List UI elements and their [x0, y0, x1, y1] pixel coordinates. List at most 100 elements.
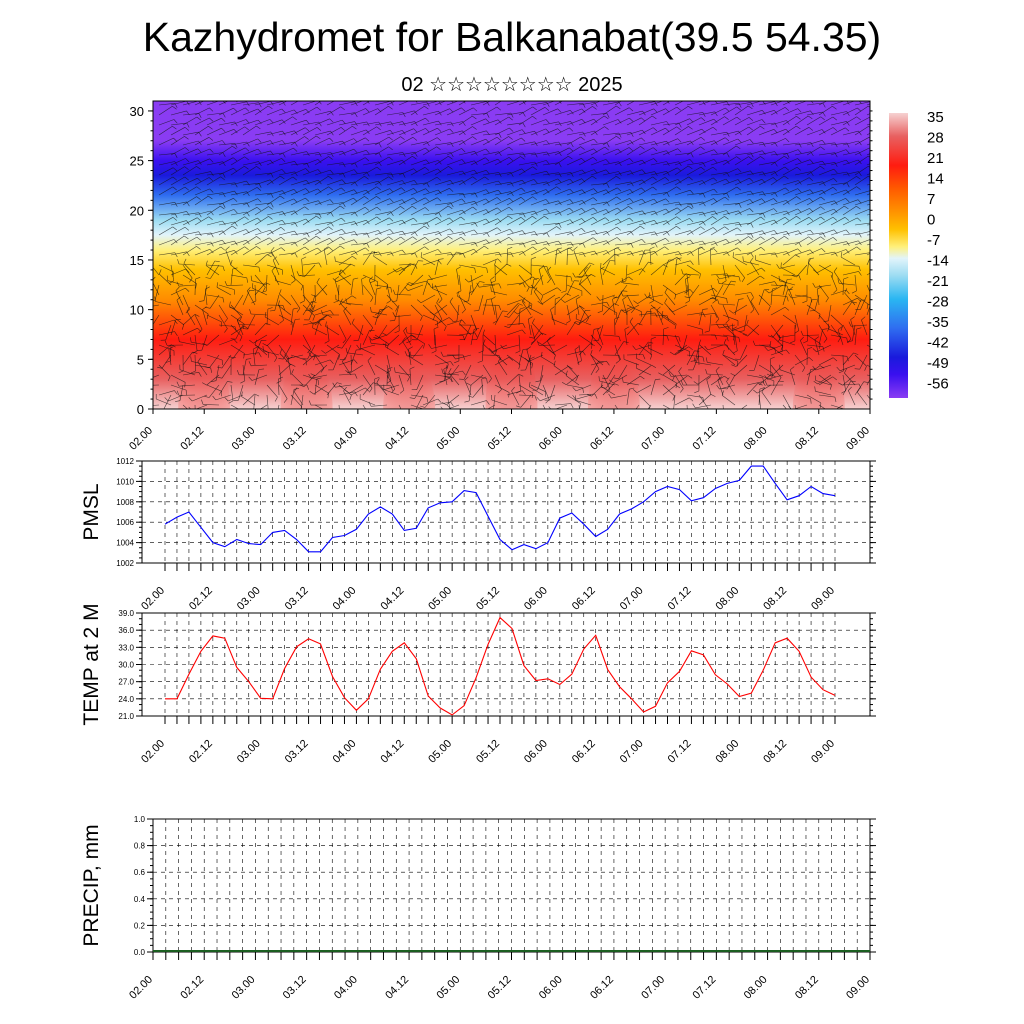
wind-barb	[794, 229, 811, 236]
wind-barb-flag	[448, 236, 453, 240]
wind-barb-flag	[868, 105, 870, 108]
wind-barb	[638, 108, 654, 116]
wind-barb	[818, 404, 826, 409]
wind-barb	[542, 162, 559, 166]
wind-barb	[458, 160, 475, 166]
wind-barb	[817, 374, 832, 385]
wind-barb	[674, 165, 689, 176]
wind-barb-flag	[462, 193, 466, 198]
wind-barb-flag	[690, 152, 694, 158]
wind-barb-flag	[356, 344, 360, 350]
wind-barb-flag	[555, 296, 561, 300]
wind-barb	[158, 390, 175, 396]
wind-barb-flag	[726, 101, 730, 107]
wind-barb	[422, 197, 438, 206]
wind-barb-flag	[387, 373, 389, 379]
wind-barb-flag	[761, 179, 766, 184]
wind-barb	[314, 359, 331, 366]
wind-barb	[242, 207, 258, 216]
wind-barb	[698, 210, 715, 216]
wind-barb	[270, 250, 280, 266]
wind-barb-flag	[409, 366, 415, 370]
wind-barb	[746, 267, 762, 276]
wind-barb	[854, 294, 869, 305]
wind-barb-flag	[153, 300, 156, 302]
wind-barb-flag	[834, 142, 838, 148]
wind-barb-flag	[423, 343, 425, 349]
wind-barb	[866, 173, 870, 176]
wind-barb-flag	[717, 278, 720, 284]
wind-barb	[158, 137, 174, 146]
wind-barb-flag	[202, 382, 207, 386]
wind-barb-flag	[844, 217, 849, 221]
wind-barb-flag	[725, 137, 730, 142]
wind-barb	[746, 324, 760, 336]
wind-barb-flag	[677, 179, 682, 184]
wind-barb-flag	[237, 369, 240, 375]
wind-barb	[578, 310, 586, 326]
wind-barb	[635, 344, 652, 350]
wind-barb-flag	[569, 147, 574, 152]
wind-barb	[398, 374, 405, 391]
wind-barb-flag	[794, 324, 797, 330]
wind-barb-flag	[533, 179, 538, 184]
wind-barb-flag	[773, 198, 778, 203]
wind-barb	[782, 166, 798, 176]
wind-barb-flag	[678, 367, 682, 372]
wind-barb-flag	[863, 381, 869, 383]
wind-barb	[339, 273, 352, 286]
wind-barb-flag	[402, 180, 406, 185]
wind-barb	[674, 334, 682, 350]
wind-barb-flag	[600, 266, 605, 270]
wind-barb	[218, 101, 229, 106]
wind-barb-flag	[268, 105, 273, 110]
wind-barb	[221, 364, 232, 379]
wind-barb-flag	[174, 390, 178, 395]
wind-barb-flag	[676, 186, 681, 191]
wind-barb	[626, 110, 643, 116]
wind-barb-flag	[712, 227, 718, 231]
wind-barb-flag	[786, 296, 789, 302]
wind-barb-flag	[426, 141, 430, 147]
wind-barb-flag	[622, 290, 628, 292]
wind-barb	[565, 274, 568, 292]
wind-barb-flag	[301, 256, 307, 260]
wind-barb-flag	[305, 97, 309, 100]
wind-barb-flag	[738, 298, 744, 300]
wind-barb	[549, 384, 556, 401]
wind-barb	[410, 237, 426, 246]
wind-barb-flag	[390, 385, 393, 391]
wind-barb	[554, 121, 571, 126]
wind-barb-flag	[838, 382, 843, 386]
wind-barb	[230, 107, 246, 116]
wind-barb-flag	[393, 289, 396, 295]
wind-barb	[235, 324, 244, 340]
wind-barb	[794, 151, 811, 156]
wind-barb	[518, 141, 535, 146]
wind-barb	[566, 131, 583, 136]
x-tick-label: 02.00	[127, 974, 155, 1002]
wind-barb	[828, 304, 832, 321]
wind-barb-flag	[253, 346, 258, 350]
wind-barb	[842, 380, 852, 396]
wind-barb-flag	[341, 217, 346, 222]
wind-barb-flag	[341, 119, 346, 125]
wind-barb	[338, 324, 347, 340]
x-tick-label: 07.12	[666, 738, 694, 766]
wind-barb-flag	[713, 288, 718, 293]
wind-barb	[518, 152, 535, 156]
wind-barb	[386, 206, 401, 216]
wind-barb-flag	[784, 236, 789, 240]
wind-barb	[266, 152, 283, 156]
wind-barb-flag	[809, 229, 814, 235]
wind-barb-flag	[472, 206, 477, 211]
wind-barb-flag	[185, 287, 190, 292]
wind-barb-flag	[759, 387, 765, 390]
x-tick-label: 07.12	[691, 974, 719, 1002]
wind-barb-flag	[604, 115, 609, 120]
wind-barb	[794, 394, 811, 399]
wind-barb-flag	[624, 326, 630, 330]
wind-barb-flag	[594, 250, 598, 256]
wind-barb	[614, 243, 631, 246]
wind-barb-flag	[757, 411, 761, 413]
